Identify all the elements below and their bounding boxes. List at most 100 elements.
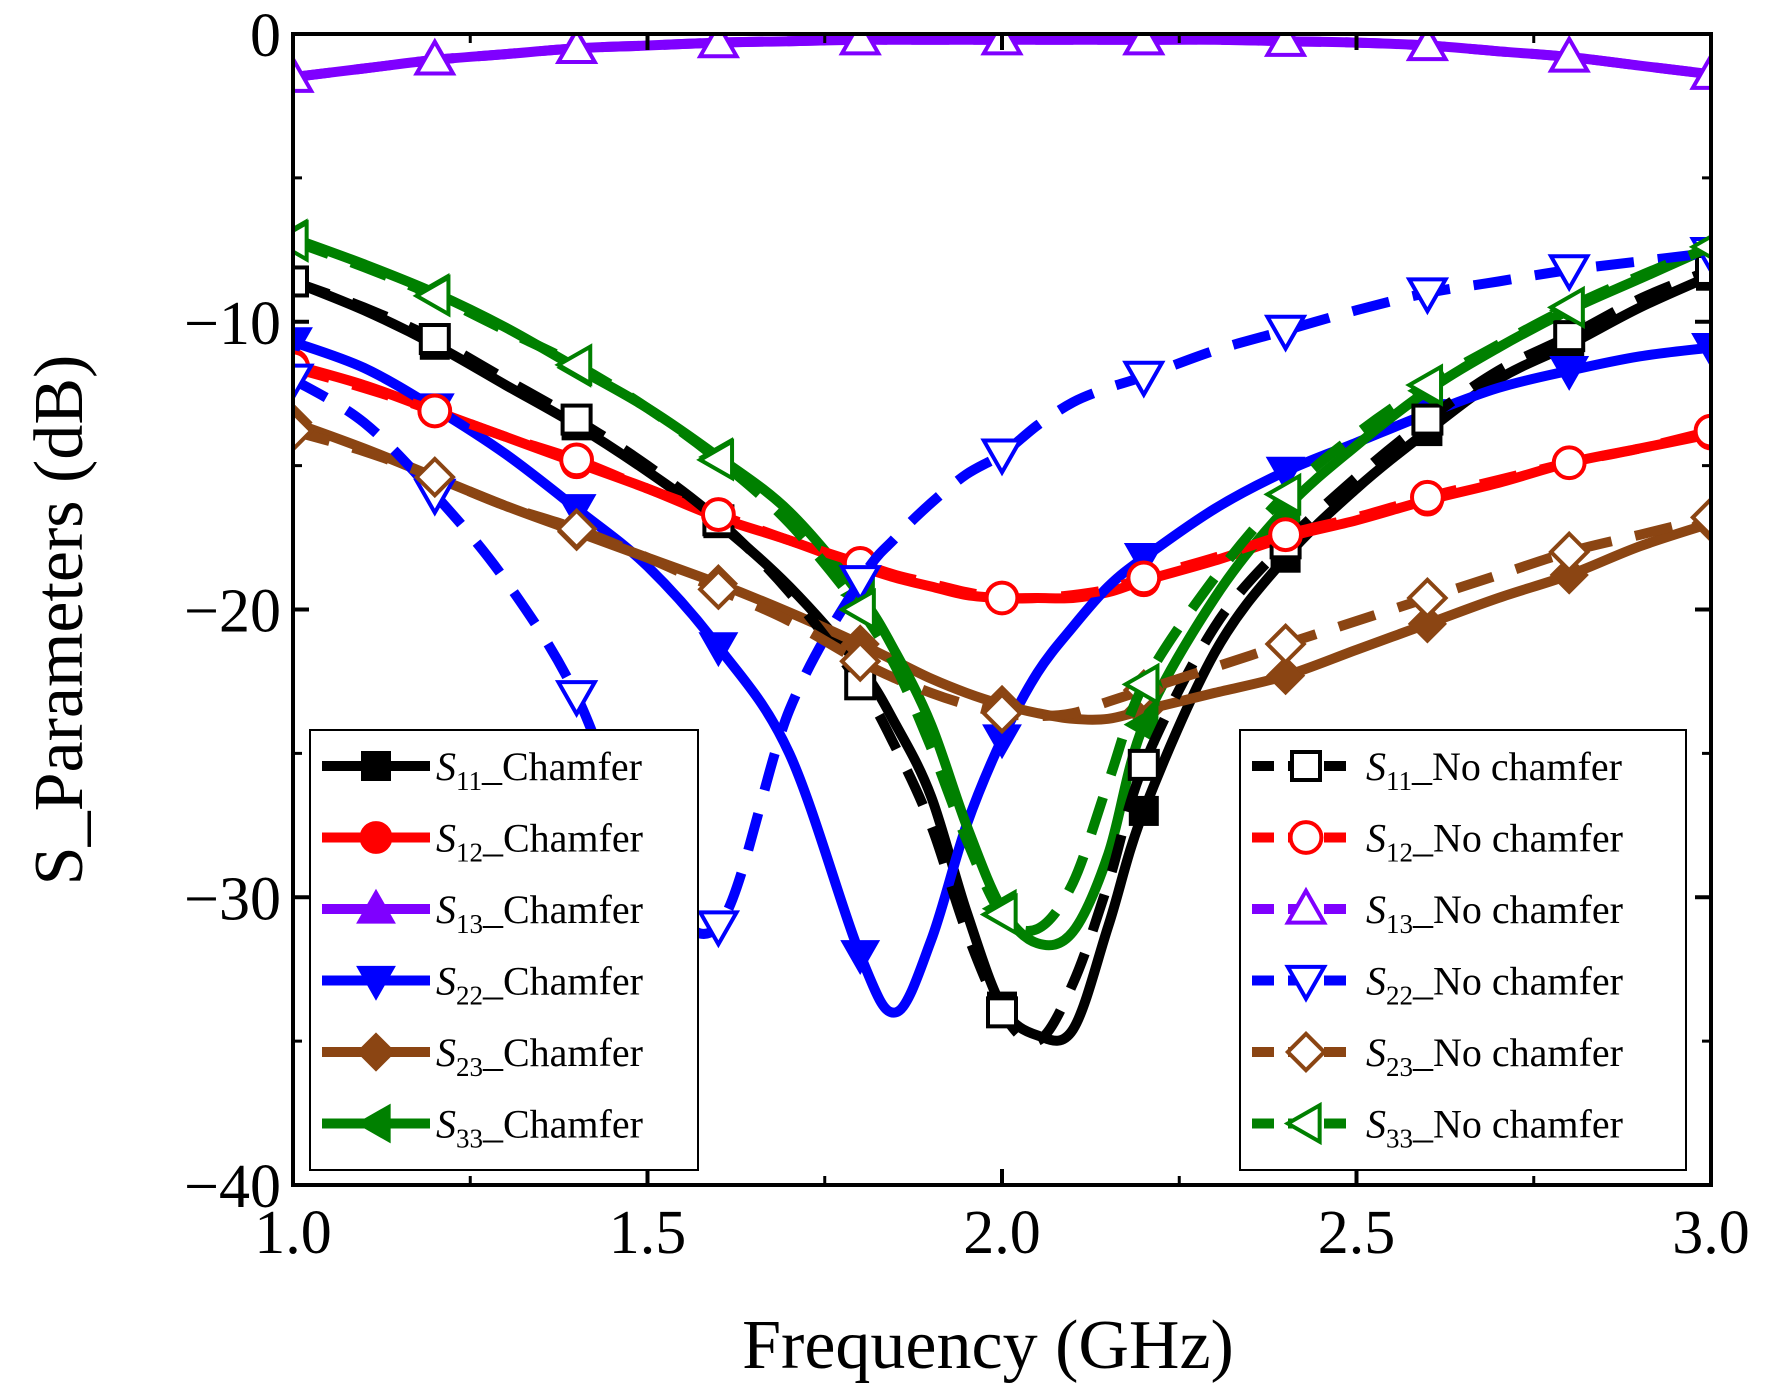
data-point-s22-chamfer xyxy=(1691,332,1711,368)
plot-area xyxy=(293,34,1711,1047)
data-point-s13-no-chamfer xyxy=(293,54,315,93)
axis-labels: Frequency (GHz) S_Parameters (dB) xyxy=(21,355,1234,1384)
legend-symbol: S xyxy=(436,744,456,789)
legend-suffix: _Chamfer xyxy=(482,1030,643,1075)
legend-item: S13_No chamfer xyxy=(1252,886,1623,939)
legend-suffix: _No chamfer xyxy=(1412,1102,1623,1147)
axis-ticks: 1.0 1.5 2.0 2.5 3.0 0 −10 −20 −30 −40 xyxy=(184,2,1750,1267)
data-point-s22-no-chamfer xyxy=(554,680,599,719)
legend-marker xyxy=(1290,750,1322,782)
legend-suffix: _Chamfer xyxy=(482,816,643,861)
legend-suffix: _Chamfer xyxy=(482,887,643,932)
legend-chamfer: S11_ChamferS12_ChamferS13_ChamferS22_Cha… xyxy=(309,729,699,1171)
data-point-s22-no-chamfer xyxy=(1547,254,1591,293)
legend-item: S13_Chamfer xyxy=(322,887,643,939)
legend-label: S33_No chamfer xyxy=(1366,1102,1623,1154)
legend-suffix: _No chamfer xyxy=(1412,1030,1623,1075)
data-point-s22-no-chamfer xyxy=(1263,314,1308,353)
legend-marker xyxy=(1284,1030,1328,1074)
data-point-s33-no-chamfer xyxy=(696,438,735,482)
legend-marker xyxy=(361,751,391,781)
data-point-s33-no-chamfer xyxy=(837,587,876,632)
data-point-s23-no-chamfer xyxy=(1264,623,1307,666)
legend-subscript: 23 xyxy=(456,1052,483,1082)
legend-item: S12_Chamfer xyxy=(322,816,643,868)
data-point-s22-chamfer xyxy=(1123,543,1164,578)
data-point-s22-no-chamfer xyxy=(293,363,315,402)
legend-symbol: S xyxy=(436,1030,456,1075)
data-point-s33-no-chamfer xyxy=(1688,234,1711,260)
legend-item: S12_No chamfer xyxy=(1252,816,1623,868)
data-point-s11-no-chamfer xyxy=(1127,748,1160,781)
legend-label: S23_Chamfer xyxy=(436,1030,643,1082)
y-tick-label: −30 xyxy=(184,865,281,933)
x-tick-label: 3.0 xyxy=(1672,1199,1750,1267)
legend-symbol: S xyxy=(436,959,456,1004)
y-tick-label: 0 xyxy=(250,2,281,70)
legend-marker xyxy=(355,1103,391,1144)
data-point-s33-no-chamfer xyxy=(979,892,1018,937)
series-group xyxy=(293,34,1711,1047)
legend-item: S33_Chamfer xyxy=(322,1102,643,1154)
data-point-s12-no-chamfer xyxy=(1126,560,1162,596)
data-point-s22-no-chamfer xyxy=(1122,360,1166,399)
legend-label: S12_Chamfer xyxy=(436,816,643,868)
legend-symbol: S xyxy=(1366,959,1386,1004)
legend-symbol: S xyxy=(436,887,456,932)
data-point-s11-no-chamfer xyxy=(418,323,451,356)
legend-subscript: 23 xyxy=(1386,1052,1413,1082)
data-point-s23-no-chamfer xyxy=(1548,530,1591,573)
data-point-s11-no-chamfer xyxy=(560,403,593,436)
data-point-s33-no-chamfer xyxy=(412,274,451,318)
data-point-s33-no-chamfer xyxy=(1121,662,1160,706)
legend-item: S22_Chamfer xyxy=(322,959,643,1011)
legend-symbol: S xyxy=(1366,816,1386,861)
legend-subscript: 12 xyxy=(1386,838,1413,868)
data-point-s23-no-chamfer xyxy=(980,692,1024,735)
data-point-s22-chamfer xyxy=(1549,356,1590,391)
y-axis-title: S_Parameters (dB) xyxy=(21,355,98,886)
legend-suffix: _Chamfer xyxy=(481,744,642,789)
legend-suffix: _No chamfer xyxy=(1412,887,1623,932)
legend-marker xyxy=(1283,1101,1322,1146)
data-point-s12-no-chamfer xyxy=(417,393,453,429)
data-point-s23-no-chamfer xyxy=(413,456,456,499)
data-point-s12-no-chamfer xyxy=(984,580,1020,616)
legend-label: S22_Chamfer xyxy=(436,959,643,1011)
data-point-s33-no-chamfer xyxy=(1546,285,1585,330)
legend-subscript: 11 xyxy=(456,766,482,796)
y-tick-label: −20 xyxy=(184,578,281,646)
legend-marker xyxy=(1284,964,1328,1003)
data-point-s23-chamfer xyxy=(1407,604,1448,644)
legend-label: S13_Chamfer xyxy=(436,887,643,939)
legend-subscript: 33 xyxy=(456,1124,483,1154)
legend-item: S23_No chamfer xyxy=(1252,1030,1623,1082)
data-point-s22-no-chamfer xyxy=(838,565,882,603)
legend-label: S33_Chamfer xyxy=(436,1102,643,1154)
legend-marker xyxy=(1284,886,1328,925)
legend-suffix: _No chamfer xyxy=(1412,959,1623,1004)
legend-label: S23_No chamfer xyxy=(1366,1030,1623,1082)
data-point-s11-no-chamfer xyxy=(986,996,1018,1029)
x-tick-label: 1.5 xyxy=(609,1199,687,1267)
legend-subscript: 13 xyxy=(456,909,483,939)
series-s33-no-chamfer xyxy=(293,219,1711,937)
y-tick-label: −10 xyxy=(184,290,281,358)
legend-symbol: S xyxy=(1366,1102,1386,1147)
legend-item: S11_No chamfer xyxy=(1252,744,1622,796)
data-point-s23-no-chamfer xyxy=(839,640,882,683)
data-point-s13-no-chamfer xyxy=(1405,34,1450,62)
x-axis-title: Frequency (GHz) xyxy=(742,1307,1234,1384)
data-point-s23-no-chamfer xyxy=(293,410,315,453)
data-point-s22-chamfer xyxy=(840,940,881,976)
data-point-s22-no-chamfer xyxy=(980,438,1024,477)
data-point-s23-no-chamfer xyxy=(1406,576,1449,620)
legend-label: S22_No chamfer xyxy=(1366,959,1623,1011)
legend-marker xyxy=(356,1032,396,1072)
data-point-s12-no-chamfer xyxy=(701,497,736,532)
series-line-s22-no-chamfer xyxy=(293,247,1711,939)
data-point-s13-no-chamfer xyxy=(1689,52,1711,90)
legend-suffix: _Chamfer xyxy=(482,959,643,1004)
legend-label: S11_No chamfer xyxy=(1366,744,1622,796)
data-point-s13-no-chamfer xyxy=(1263,34,1308,57)
